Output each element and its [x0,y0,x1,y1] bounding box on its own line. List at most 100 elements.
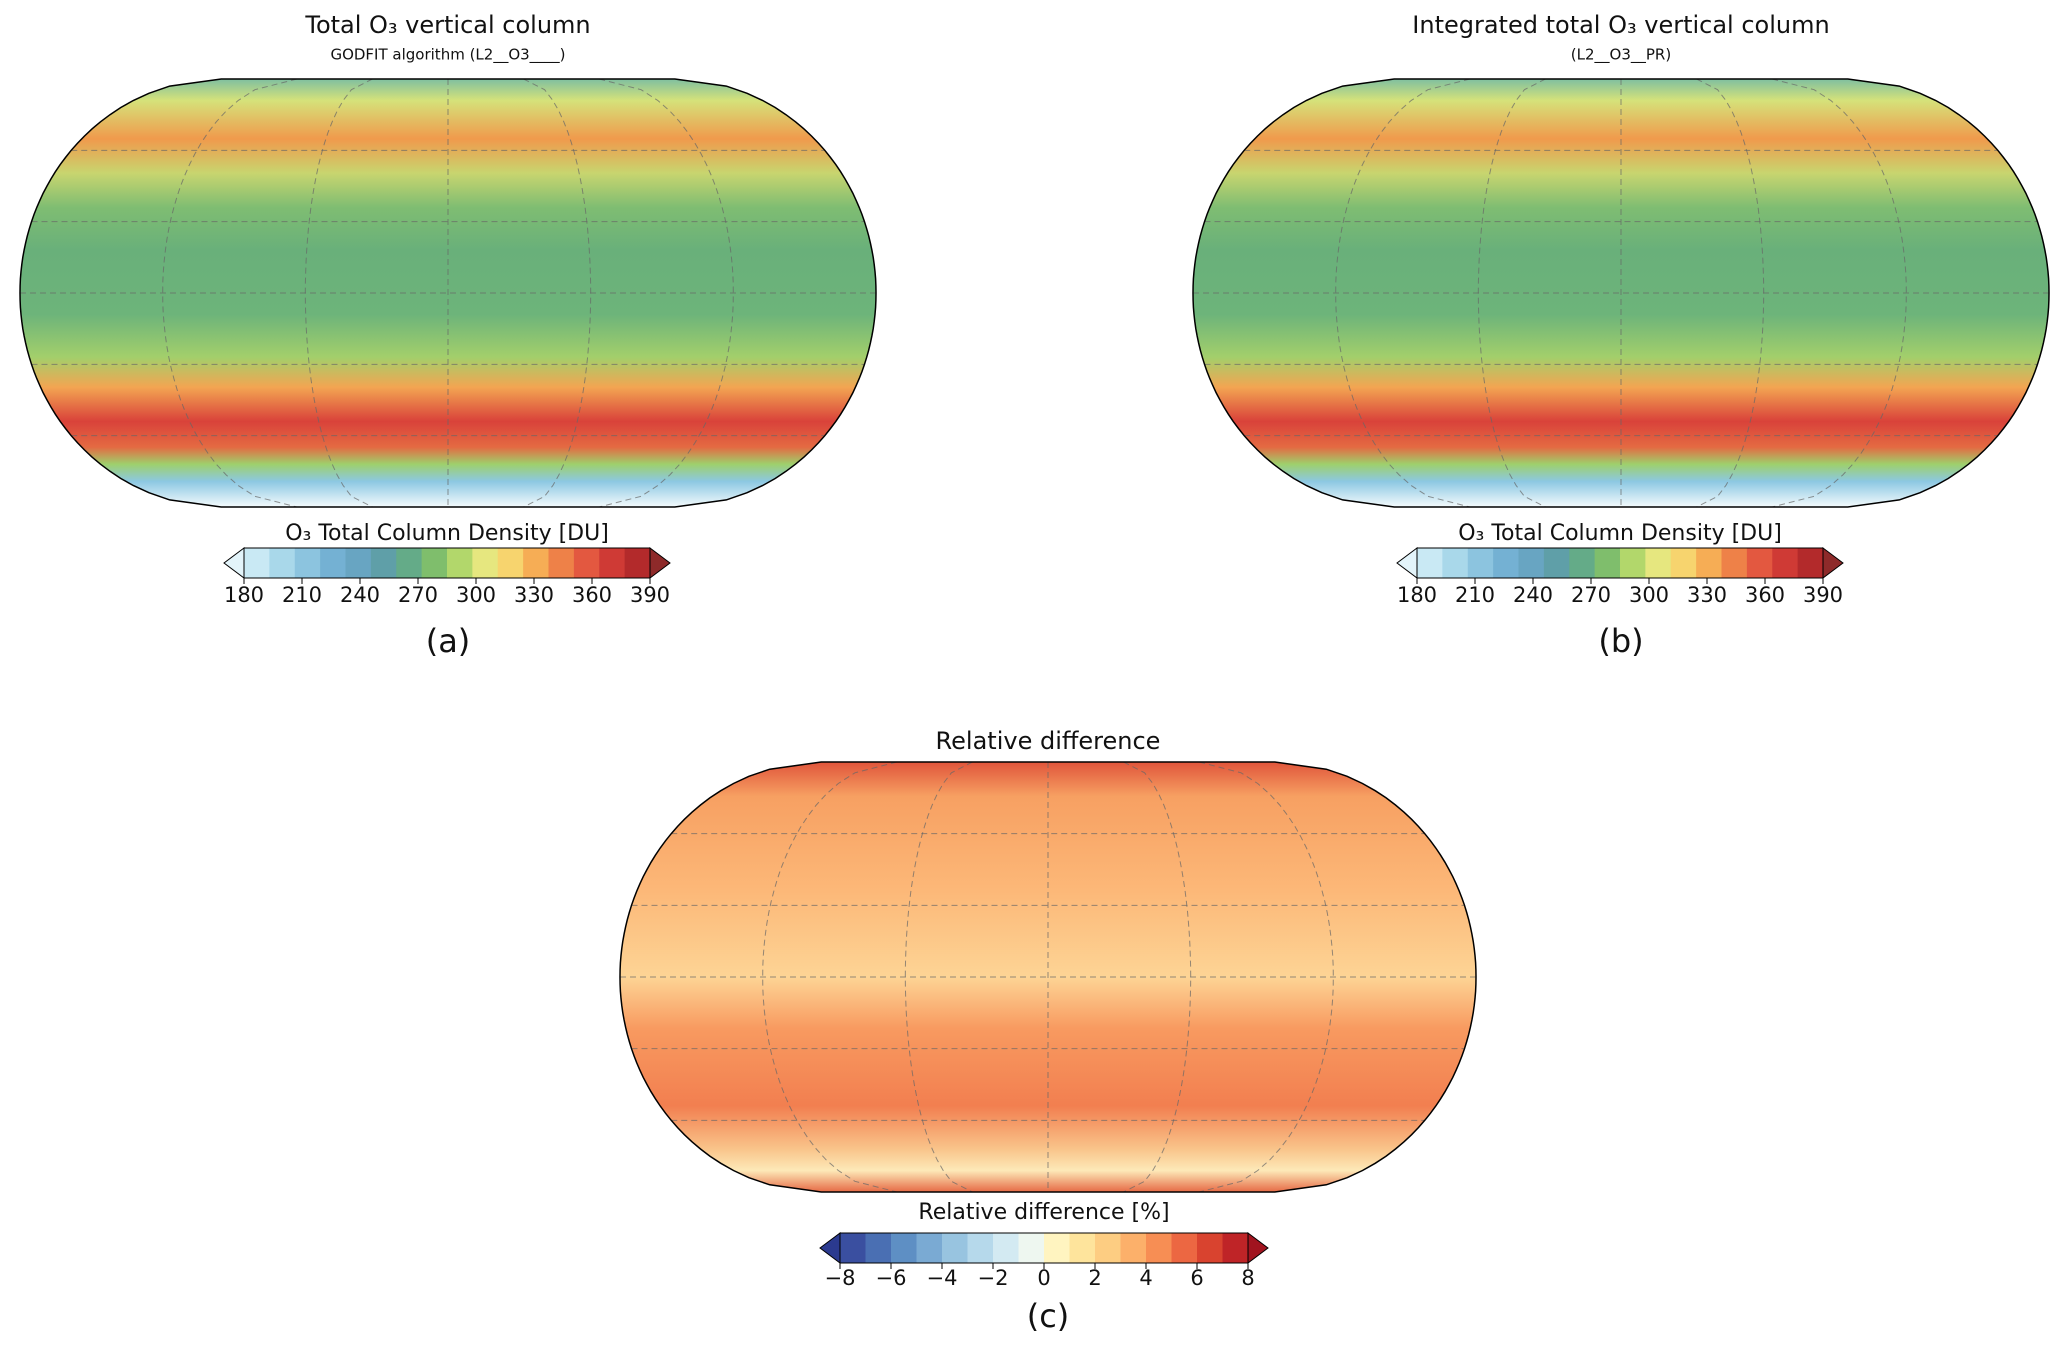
colorbar-tick-label: 270 [1571,583,1611,607]
colorbar-extend-low [223,547,245,579]
colorbar-segment [916,1233,943,1263]
colorbar-segment [1146,1233,1172,1263]
colorbar-segment [497,548,524,578]
colorbar-extend-high [649,547,671,579]
colorbar-segment [1721,548,1748,578]
meridian [162,78,297,508]
colorbar-frame [1416,547,1824,579]
colorbar-segment [548,548,575,578]
colorbar-tick-label: 210 [1455,583,1495,607]
colorbar-tick-label: 180 [1397,583,1437,607]
panel-caption: (c) [1027,1297,1070,1335]
colorbar-segment [967,1233,994,1263]
colorbar-tick-label: −2 [978,1266,1009,1290]
colorbar-segment [942,1233,968,1263]
map-border [1192,78,2050,508]
colorbar-segment [269,548,296,578]
meridian [523,78,592,508]
colorbar-tick-label: 360 [1745,583,1785,607]
colorbar-segment [1442,548,1469,578]
colorbar-extend-high [1822,547,1844,579]
colorbar-tick-label: 360 [572,583,612,607]
colorbar-segment [599,548,626,578]
colorbar-segment [244,548,270,578]
colorbar-segment [320,548,346,578]
colorbar-tick-label: 390 [1803,583,1843,607]
colorbar-segment [1620,548,1646,578]
colorbar-segment [1044,1233,1070,1263]
colorbar-segment [1772,548,1799,578]
colorbar-segment [1493,548,1519,578]
panel-subtitle: GODFIT algorithm (L2__O3____) [330,46,565,65]
colorbar-segment [1543,548,1570,578]
panel-title: Total O₃ vertical column [304,11,590,39]
meridian [1696,78,1765,508]
colorbar-segment [1518,548,1545,578]
colorbar-tick-label: 240 [340,583,380,607]
colorbar-segment [1594,548,1621,578]
colorbar-segment [1197,1233,1223,1263]
colorbar-extend-low [1396,547,1418,579]
meridian [1335,78,1470,508]
panel-caption: (b) [1598,622,1643,660]
colorbar-extend-high [1247,1232,1269,1264]
panel-caption: (a) [426,622,471,660]
colorbar-tick-label: 330 [514,583,554,607]
colorbar-tick-label: −4 [927,1266,958,1290]
colorbar-segment [1171,1233,1198,1263]
colorbar-tick-label: −8 [825,1266,856,1290]
meridian [1123,761,1192,1193]
meridian [1477,78,1546,508]
colorbar-frame [243,547,651,579]
colorbar-tick-label: 300 [456,583,496,607]
colorbar-extend-low [819,1232,841,1264]
colorbar-segment [1120,1233,1147,1263]
colorbar-segment [1069,1233,1096,1263]
colorbar-segment [573,548,600,578]
colorbar-segment [1645,548,1672,578]
colorbar-segment [396,548,423,578]
colorbar-tick-label: 210 [282,583,322,607]
colorbar-segment [472,548,499,578]
panel-title: Relative difference [936,727,1161,755]
colorbar-tick-label: 4 [1139,1266,1152,1290]
colorbar-tick-label: 2 [1088,1266,1101,1290]
colorbar-label: O₃ Total Column Density [DU] [285,521,609,546]
colorbar-segment [1746,548,1773,578]
colorbar-segment [1222,1233,1249,1263]
colorbar-tick-label: 270 [398,583,438,607]
colorbar-tick-label: 180 [224,583,264,607]
colorbar-tick-label: 240 [1513,583,1553,607]
colorbar-segment [624,548,651,578]
colorbar-segment [1797,548,1824,578]
colorbar-segment [1467,548,1494,578]
colorbar-segment [447,548,473,578]
colorbar-tick-label: 330 [1687,583,1727,607]
colorbar-segment [1018,1233,1045,1263]
colorbar-segment [1095,1233,1121,1263]
colorbar-segment [1670,548,1697,578]
meridian [904,761,973,1193]
meridian [1772,78,1907,508]
colorbar-label: O₃ Total Column Density [DU] [1458,521,1782,546]
colorbar-tick-label: 300 [1629,583,1669,607]
colorbar-segment [523,548,549,578]
map-border [19,78,877,508]
colorbar-label: Relative difference [%] [918,1200,1169,1225]
colorbar-segment [865,1233,892,1263]
colorbar-segment [993,1233,1019,1263]
colorbar-segment [1417,548,1443,578]
colorbar-tick-label: 8 [1241,1266,1254,1290]
colorbar-tick-label: 390 [630,583,670,607]
colorbar-segment [1696,548,1722,578]
colorbar-segment [421,548,448,578]
colorbar-segment [1569,548,1596,578]
colorbar-tick-label: −6 [876,1266,907,1290]
colorbar-tick-label: 0 [1037,1266,1050,1290]
colorbar-segment [370,548,397,578]
panel-title: Integrated total O₃ vertical column [1412,11,1829,39]
colorbar-segment [345,548,372,578]
meridian [599,78,734,508]
panel-subtitle: (L2__O3__PR) [1571,46,1671,65]
